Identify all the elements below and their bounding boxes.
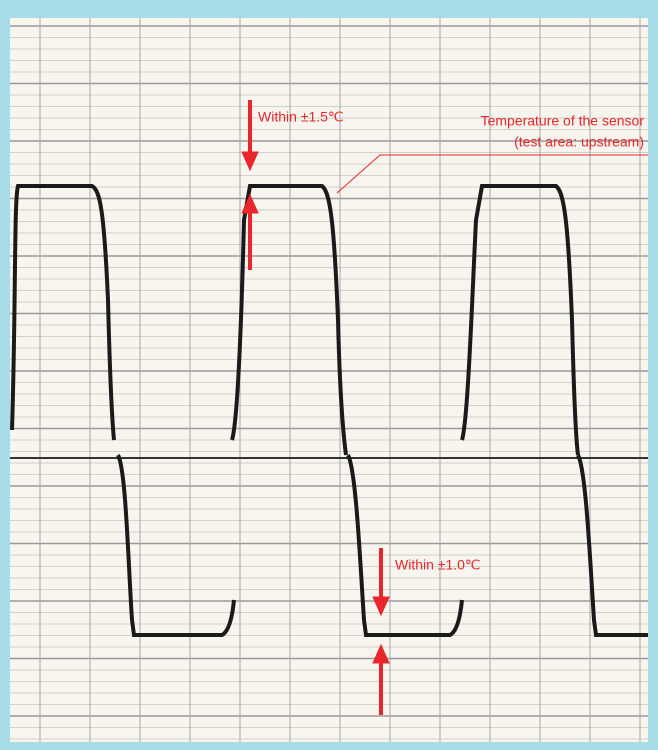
tolerance-label: Within ±1.5℃ <box>258 109 344 125</box>
sensor-label: (test area: upstream) <box>514 134 644 150</box>
chart-recorder-image: Within ±1.5℃ Temperature of the sensor (… <box>0 0 658 750</box>
tolerance-label: Within ±1.0℃ <box>395 557 481 573</box>
sensor-label: Temperature of the sensor <box>481 113 645 129</box>
page: Within ±1.5℃ Temperature of the sensor (… <box>0 0 658 750</box>
